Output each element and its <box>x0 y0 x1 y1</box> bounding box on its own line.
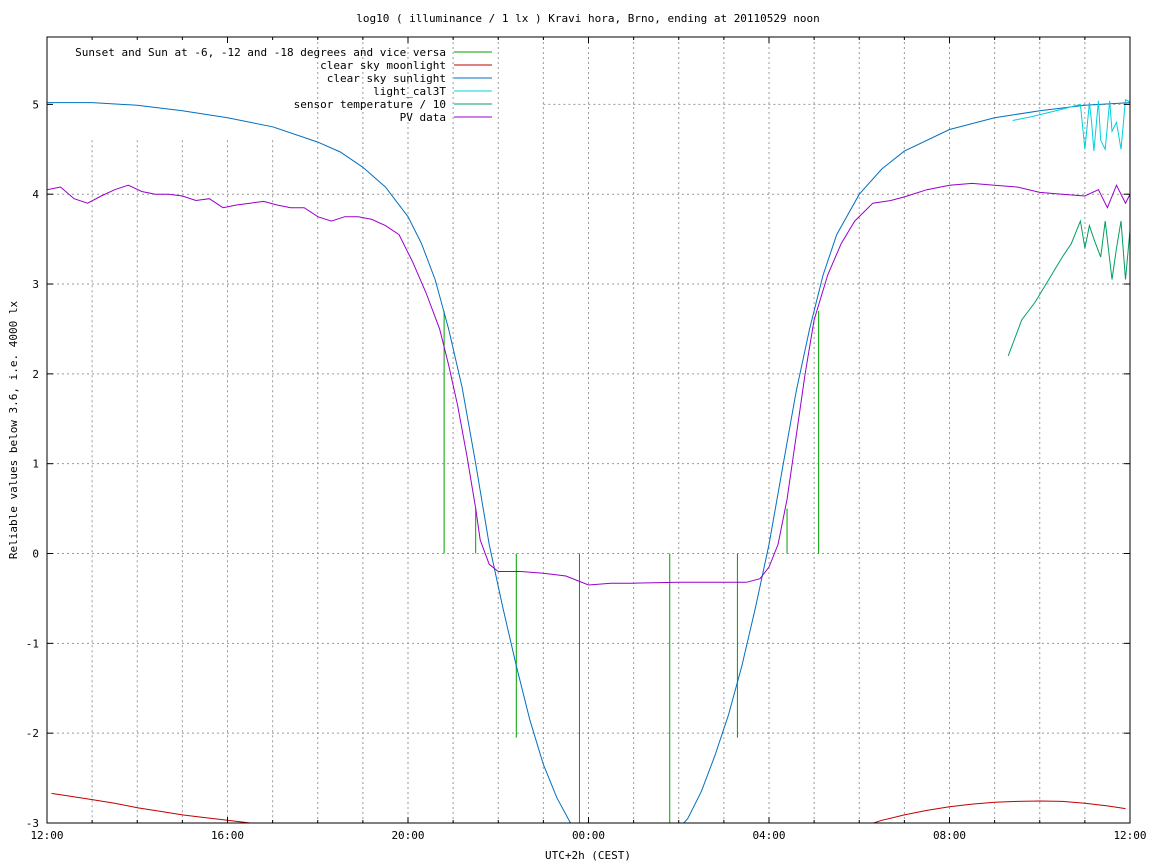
series-line <box>1007 219 1130 357</box>
legend-label: Sunset and Sun at -6, -12 and -18 degree… <box>75 46 446 59</box>
y-axis-label: Reliable values below 3.6, i.e. 4000 lx <box>7 300 20 559</box>
x-tick-label: 00:00 <box>572 829 605 842</box>
x-tick-label: 12:00 <box>1113 829 1146 842</box>
legend-label: clear sky sunlight <box>327 72 446 85</box>
series-3 <box>47 102 1130 823</box>
y-tick-label: 2 <box>32 368 39 381</box>
legend-label: clear sky moonlight <box>320 59 446 72</box>
series-line <box>1012 99 1130 152</box>
legend: Sunset and Sun at -6, -12 and -18 degree… <box>75 46 492 124</box>
x-tick-label: 16:00 <box>211 829 244 842</box>
legend-label: light_cal3T <box>373 85 446 98</box>
x-tick-label: 12:00 <box>30 829 63 842</box>
ticks: 12:00 16:00 20:00 00:00 04:00 08:00 12:00-3-2-… <box>26 37 1147 842</box>
x-tick-label: 04:00 <box>752 829 785 842</box>
y-tick-label: 4 <box>32 188 39 201</box>
series-line <box>47 102 1130 823</box>
x-tick-label: 08:00 <box>933 829 966 842</box>
series-4 <box>1012 99 1130 152</box>
series-line <box>51 792 255 823</box>
series-line <box>871 800 1126 823</box>
y-tick-label: 0 <box>32 548 39 561</box>
series-group <box>47 99 1130 823</box>
series-line <box>47 182 1130 586</box>
x-axis-label: UTC+2h (CEST) <box>545 849 631 862</box>
x-tick-label: 20:00 <box>391 829 424 842</box>
y-tick-label: 5 <box>32 98 39 111</box>
y-tick-label: 1 <box>32 458 39 471</box>
legend-label: sensor temperature / 10 <box>294 98 446 111</box>
series-1 <box>443 310 820 823</box>
y-tick-label: -1 <box>26 637 39 650</box>
series-2 <box>51 792 1126 823</box>
series-5 <box>1007 219 1130 357</box>
grid <box>47 37 1130 823</box>
plot-frame <box>46 36 1131 824</box>
chart-title: log10 ( illuminance / 1 lx ) Kravi hora,… <box>356 12 820 25</box>
series-6 <box>47 182 1130 586</box>
y-tick-label: 3 <box>32 278 39 291</box>
y-tick-label: -3 <box>26 817 39 830</box>
y-tick-label: -2 <box>26 727 39 740</box>
legend-label: PV data <box>400 111 446 124</box>
